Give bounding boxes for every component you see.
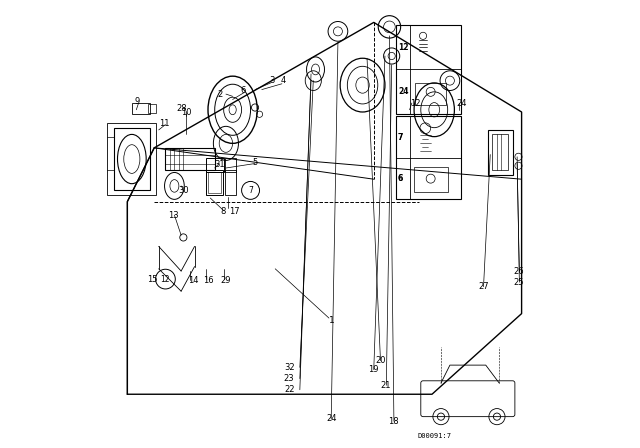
Text: 6: 6 (397, 174, 403, 183)
Bar (414, 168, 448, 192)
Bar (396, 25, 461, 114)
Text: 24: 24 (457, 99, 467, 108)
Bar (165, 148, 215, 170)
Text: 24: 24 (326, 414, 337, 423)
Text: 8: 8 (221, 207, 226, 216)
Bar (206, 170, 223, 195)
Bar (114, 128, 150, 190)
Text: 23: 23 (284, 374, 294, 383)
Text: 13: 13 (168, 211, 179, 220)
Bar (206, 158, 224, 172)
Text: 29: 29 (221, 276, 231, 284)
Text: 5: 5 (253, 158, 258, 167)
Text: 25: 25 (513, 278, 524, 287)
Text: 7: 7 (248, 186, 253, 195)
Text: 3: 3 (269, 76, 275, 85)
Text: 4: 4 (281, 76, 286, 85)
Text: 30: 30 (178, 186, 189, 195)
Text: 9: 9 (134, 97, 140, 106)
Bar (165, 155, 215, 164)
Text: 26: 26 (513, 267, 524, 276)
Text: 2: 2 (218, 90, 223, 99)
Text: 7: 7 (398, 133, 403, 142)
Text: 12: 12 (161, 275, 170, 284)
Text: 31: 31 (215, 160, 225, 169)
Text: D00091:7: D00091:7 (417, 433, 451, 439)
Text: 6: 6 (398, 174, 403, 183)
Text: 19: 19 (369, 365, 379, 374)
Text: 18: 18 (388, 417, 399, 426)
Bar (132, 103, 150, 114)
Text: 11: 11 (159, 119, 169, 128)
Text: 28: 28 (177, 104, 188, 113)
Text: 6: 6 (241, 86, 246, 95)
Text: 27: 27 (478, 282, 489, 291)
Text: 32: 32 (284, 363, 294, 372)
Text: 7: 7 (397, 133, 403, 142)
Text: 17: 17 (228, 207, 239, 216)
Bar (415, 83, 446, 105)
Text: 12: 12 (398, 43, 408, 52)
Bar (488, 130, 513, 175)
Text: 21: 21 (380, 381, 390, 390)
Text: 24: 24 (398, 87, 408, 96)
Text: 15: 15 (147, 275, 157, 284)
Bar (207, 172, 221, 193)
Bar (225, 170, 236, 195)
FancyBboxPatch shape (421, 381, 515, 417)
Text: 1: 1 (329, 316, 335, 325)
Bar (108, 123, 157, 195)
Bar (493, 134, 508, 170)
Text: 22: 22 (284, 385, 294, 394)
Bar (396, 116, 461, 199)
Text: 14: 14 (188, 276, 198, 284)
Bar (148, 104, 157, 113)
Text: 20: 20 (375, 356, 386, 365)
Text: 16: 16 (204, 276, 214, 284)
Bar (225, 158, 236, 172)
Text: 10: 10 (181, 108, 191, 117)
Text: 12: 12 (410, 99, 420, 108)
